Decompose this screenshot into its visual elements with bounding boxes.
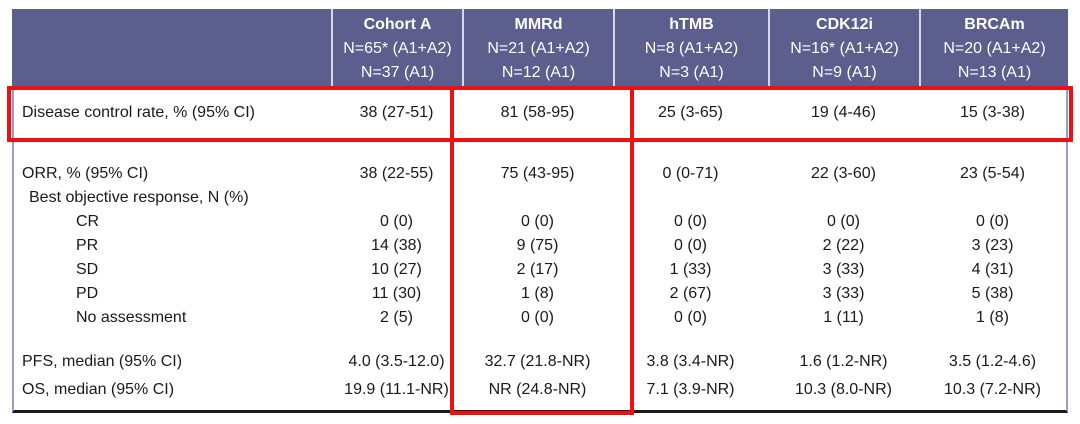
column-header-cdk12i: CDK12i N=16* (A1+A2) N=9 (A1) [768, 9, 919, 88]
table-row-os: OS, median (95% CI) 19.9 (11.1-NR) NR (2… [14, 376, 1066, 404]
row-spacer [14, 330, 1066, 348]
row-spacer [14, 138, 1066, 162]
column-title: Cohort A [363, 15, 432, 33]
column-n-total: N=20 (A1+A2) [943, 39, 1046, 57]
table-cell: 38 (22-55) [359, 165, 434, 182]
table-row-cr: CR 0 (0) 0 (0) 0 (0) 0 (0) 0 (0) [14, 210, 1066, 234]
table-cell: 1 (8) [976, 309, 1009, 326]
column-n-total: N=8 (A1+A2) [644, 39, 739, 57]
table-cell: 3 (23) [971, 237, 1014, 254]
table-cell: 0 (0) [674, 237, 707, 254]
table-cell: 2 (67) [669, 285, 712, 302]
column-header-htmb: hTMB N=8 (A1+A2) N=3 (A1) [613, 9, 768, 88]
row-label: CR [76, 213, 100, 230]
table-cell: 3.8 (3.4-NR) [646, 353, 735, 370]
column-n-total: N=21 (A1+A2) [487, 39, 590, 57]
table-cell: 0 (0) [380, 213, 413, 230]
table-cell: 0 (0) [827, 213, 860, 230]
table-cell: 9 (75) [516, 237, 559, 254]
row-label: Best objective response, N (%) [29, 189, 249, 206]
column-title: hTMB [669, 15, 714, 33]
column-header-mmrd: MMRd N=21 (A1+A2) N=12 (A1) [462, 9, 613, 88]
table-cell: 38 (27-51) [359, 104, 434, 121]
header-empty-cell [12, 9, 331, 88]
table-row-pd: PD 11 (30) 1 (8) 2 (67) 3 (33) 5 (38) [14, 282, 1066, 306]
column-n-a1: N=37 (A1) [360, 63, 435, 81]
table-cell: 7.1 (3.9-NR) [646, 381, 735, 398]
table-body: Disease control rate, % (95% CI) 38 (27-… [12, 88, 1068, 413]
table-cell: 22 (3-60) [811, 165, 876, 182]
table-cell: 2 (5) [380, 309, 413, 326]
table-cell: 0 (0-71) [662, 165, 719, 182]
table-cell: 25 (3-65) [658, 104, 723, 121]
row-label: No assessment [76, 309, 187, 326]
column-n-a1: N=9 (A1) [812, 63, 877, 81]
table-cell: 19.9 (11.1-NR) [344, 381, 449, 398]
table-cell: 32.7 (21.8-NR) [484, 353, 591, 370]
row-label: OS, median (95% CI) [22, 381, 175, 398]
row-label: PR [76, 237, 99, 254]
table-cell: 0 (0) [674, 309, 707, 326]
table-row-best-objective-response: Best objective response, N (%) [14, 186, 1066, 210]
table-cell: 14 (38) [371, 237, 422, 254]
table-row-disease-control-rate: Disease control rate, % (95% CI) 38 (27-… [14, 88, 1066, 138]
table-cell: 10.3 (8.0-NR) [795, 381, 892, 398]
table-cell: 4 (31) [971, 261, 1014, 278]
table-cell: 3 (33) [822, 261, 865, 278]
column-title: MMRd [514, 15, 563, 33]
table-cell: 4.0 (3.5-12.0) [348, 353, 445, 370]
column-header-cohort-a: Cohort A N=65* (A1+A2) N=37 (A1) [331, 9, 462, 88]
table-cell: 5 (38) [971, 285, 1014, 302]
table-cell: 3.5 (1.2-4.6) [948, 353, 1037, 370]
results-table: Cohort A N=65* (A1+A2) N=37 (A1) MMRd N=… [12, 9, 1068, 413]
table-cell: NR (24.8-NR) [488, 381, 587, 398]
table-cell: 10.3 (7.2-NR) [944, 381, 1041, 398]
table-cell: 1 (11) [823, 309, 864, 326]
table-cell: 0 (0) [674, 213, 707, 230]
table-cell: 10 (27) [371, 261, 422, 278]
column-title: BRCAm [964, 15, 1025, 33]
table-cell: 15 (3-38) [960, 104, 1025, 121]
table-cell: 2 (22) [822, 237, 865, 254]
row-label: ORR, % (95% CI) [22, 165, 149, 182]
table-row-no-assessment: No assessment 2 (5) 0 (0) 0 (0) 1 (11) 1… [14, 306, 1066, 330]
table-cell: 11 (30) [371, 285, 422, 302]
row-label: SD [76, 261, 99, 278]
column-n-total: N=16* (A1+A2) [790, 39, 899, 57]
column-header-brcam: BRCAm N=20 (A1+A2) N=13 (A1) [919, 9, 1068, 88]
column-n-a1: N=3 (A1) [659, 63, 724, 81]
table-cell: 1 (33) [669, 261, 712, 278]
table-cell: 3 (33) [822, 285, 865, 302]
column-n-total: N=65* (A1+A2) [343, 39, 452, 57]
table-cell: 1 (8) [521, 285, 554, 302]
table-row-pfs: PFS, median (95% CI) 4.0 (3.5-12.0) 32.7… [14, 348, 1066, 376]
table-header-row: Cohort A N=65* (A1+A2) N=37 (A1) MMRd N=… [12, 9, 1068, 88]
table-row-sd: SD 10 (27) 2 (17) 1 (33) 3 (33) 4 (31) [14, 258, 1066, 282]
table-row-pr: PR 14 (38) 9 (75) 0 (0) 2 (22) 3 (23) [14, 234, 1066, 258]
column-n-a1: N=12 (A1) [501, 63, 576, 81]
column-n-a1: N=13 (A1) [957, 63, 1032, 81]
row-label: Disease control rate, % (95% CI) [22, 104, 255, 121]
table-cell: 81 (58-95) [500, 104, 575, 121]
table-cell: 19 (4-46) [811, 104, 876, 121]
table-cell: 2 (17) [516, 261, 559, 278]
row-label: PFS, median (95% CI) [22, 353, 183, 370]
row-label: PD [76, 285, 99, 302]
table-cell: 0 (0) [521, 309, 554, 326]
column-title: CDK12i [816, 15, 873, 33]
table-row-orr: ORR, % (95% CI) 38 (22-55) 75 (43-95) 0 … [14, 162, 1066, 186]
table-cell: 1.6 (1.2-NR) [799, 353, 888, 370]
table-cell: 23 (5-54) [960, 165, 1025, 182]
table-cell: 75 (43-95) [500, 165, 575, 182]
table-cell: 0 (0) [521, 213, 554, 230]
table-cell: 0 (0) [976, 213, 1009, 230]
